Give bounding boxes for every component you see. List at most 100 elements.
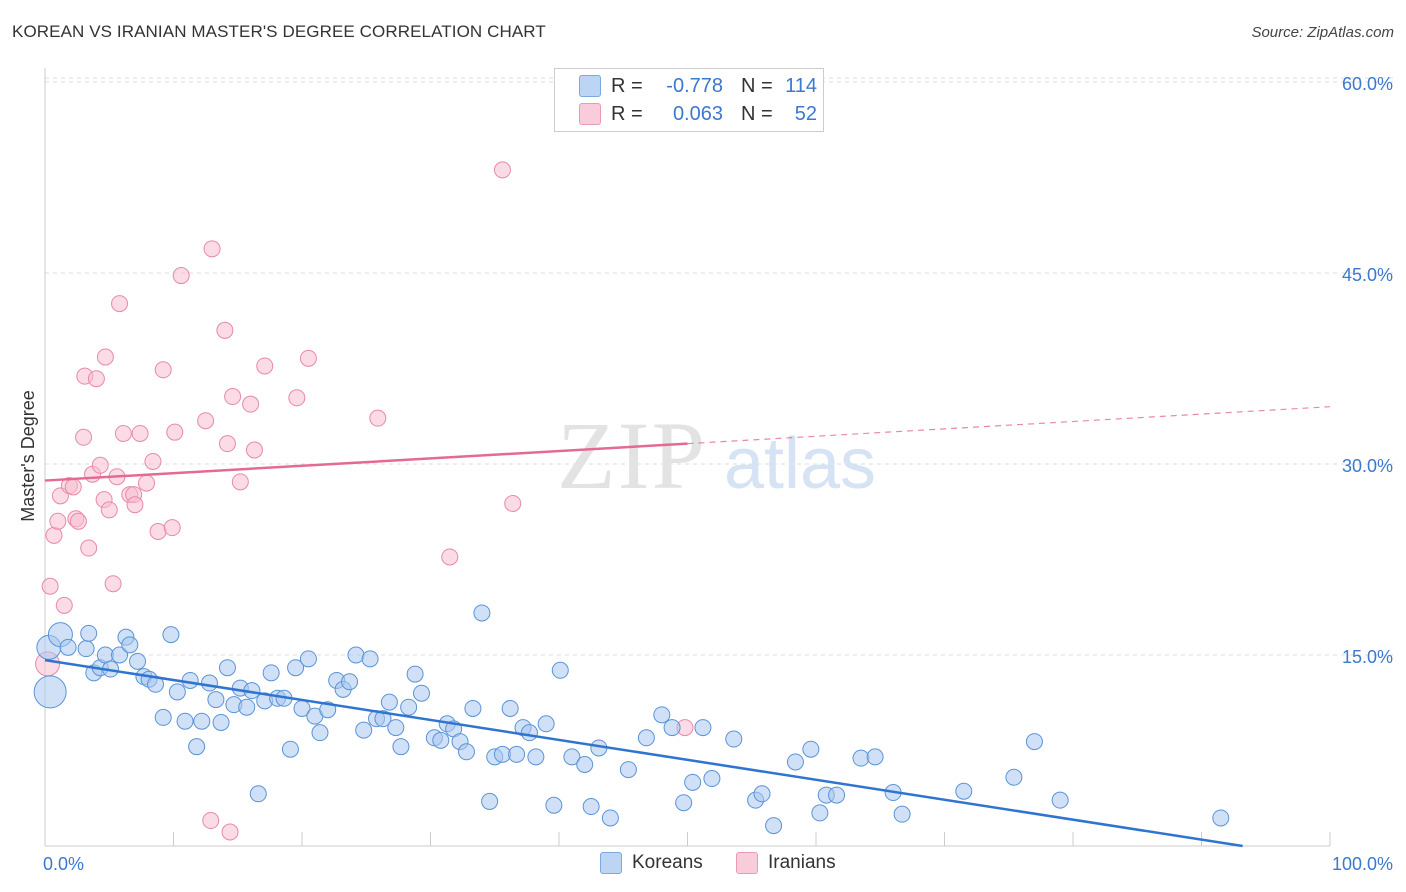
- korean-point: [537, 715, 555, 733]
- legend-item-iranians[interactable]: Iranians: [736, 852, 836, 874]
- korean-point: [527, 748, 545, 766]
- korean-point: [786, 753, 804, 771]
- iranian-point: [126, 496, 144, 514]
- korean-point: [162, 626, 180, 644]
- label-layer: 15.0% 30.0% 45.0% 60.0% 0.0% 100.0% Master's D…: [18, 74, 1393, 874]
- korean-point: [341, 673, 359, 691]
- iranian-point: [131, 424, 149, 442]
- korean-point: [637, 729, 655, 747]
- iranian-point: [154, 361, 172, 379]
- source-label: Source: ZipAtlas.com: [1251, 24, 1394, 41]
- iranian-point: [91, 456, 109, 474]
- korean-point: [576, 756, 594, 774]
- iranians-label: Iranians: [768, 852, 836, 873]
- korean-point: [663, 719, 681, 737]
- korean-point: [694, 719, 712, 737]
- iranian-point: [231, 473, 249, 491]
- legend-n-label: N =: [741, 102, 773, 125]
- iranian-point: [221, 823, 239, 841]
- iranian-point: [80, 539, 98, 557]
- korean-point: [238, 698, 256, 716]
- korean-point: [299, 650, 317, 668]
- watermark-atlas: atlas: [724, 424, 876, 504]
- iranian-point: [138, 474, 156, 492]
- korean-point: [249, 785, 267, 803]
- korean-trend-line: [44, 658, 1243, 848]
- iranian-point: [202, 812, 220, 830]
- korean-point: [154, 708, 172, 726]
- iranian-point: [256, 357, 274, 375]
- korean-point: [1051, 791, 1069, 809]
- iranian-point: [64, 478, 82, 496]
- iranian-point: [45, 526, 63, 544]
- korean-point: [392, 738, 410, 756]
- korean-point: [852, 749, 870, 767]
- chart-title: KOREAN VS IRANIAN MASTER'S DEGREE CORREL…: [12, 22, 546, 41]
- iranian-point: [299, 349, 317, 367]
- y-axis-title: Master's Degree: [18, 390, 38, 521]
- korean-point: [218, 659, 236, 677]
- korean-point: [281, 740, 299, 758]
- iranian-trend-extension: [687, 406, 1331, 445]
- korean-point: [400, 698, 418, 716]
- legend-r-value: -0.778: [666, 74, 723, 97]
- iranian-point: [163, 519, 181, 537]
- korean-point: [481, 792, 499, 810]
- trend-layer: [44, 406, 1331, 848]
- korean-point: [262, 664, 280, 682]
- series-legend: Koreans Iranians: [0, 852, 1406, 878]
- korean-point: [653, 706, 671, 724]
- korean-point: [413, 684, 431, 702]
- legend-item-koreans[interactable]: Koreans: [600, 852, 703, 874]
- korean-point: [473, 604, 491, 622]
- iranian-point: [166, 423, 184, 441]
- iranian-point: [96, 348, 114, 366]
- iranian-point: [288, 389, 306, 407]
- korean-point: [80, 624, 98, 642]
- korean-point: [387, 719, 405, 737]
- korean-point: [893, 805, 911, 823]
- iranian-point: [172, 267, 190, 285]
- korean-point: [725, 730, 743, 748]
- korean-point: [380, 693, 398, 711]
- iranian-point: [100, 501, 118, 519]
- iranian-point: [149, 522, 167, 540]
- korean-point: [675, 794, 693, 812]
- iranians-swatch: [736, 852, 758, 874]
- korean-point: [432, 731, 450, 749]
- legend-n-value: 114: [785, 74, 817, 97]
- axis-layer: [44, 68, 1331, 847]
- correlation-legend: R = -0.778 N = 114 R = 0.063 N = 52: [554, 68, 824, 132]
- legend-swatch-iranians: [579, 103, 601, 125]
- korean-point: [406, 665, 424, 683]
- y-tick-label: 60.0%: [1342, 74, 1393, 94]
- korean-point: [168, 683, 186, 701]
- korean-point: [703, 770, 721, 788]
- korean-point: [33, 675, 67, 709]
- korean-point: [619, 761, 637, 779]
- korean-point: [111, 646, 129, 664]
- korean-point: [77, 640, 95, 658]
- korean-point: [361, 650, 379, 668]
- iranian-point: [242, 395, 260, 413]
- iranian-point: [69, 512, 87, 530]
- korean-point: [212, 713, 230, 731]
- watermark-zip: ZIP: [557, 402, 707, 509]
- x-tick-label-max: 100.0%: [1332, 854, 1393, 874]
- korean-point: [520, 724, 538, 742]
- legend-row-koreans: R = -0.778 N = 114: [579, 73, 817, 99]
- korean-point: [753, 785, 771, 803]
- iranian-point: [49, 512, 67, 530]
- korean-point: [193, 712, 211, 730]
- korean-point: [311, 724, 329, 742]
- iranian-point: [104, 575, 122, 593]
- korean-point: [181, 671, 199, 689]
- korean-point: [200, 674, 218, 692]
- legend-swatch-koreans: [579, 75, 601, 97]
- korean-point: [1025, 733, 1043, 751]
- x-tick-label-min: 0.0%: [43, 854, 84, 874]
- iranian-point: [87, 370, 105, 388]
- iranian-point: [504, 494, 522, 512]
- iranian-trend-line: [44, 442, 688, 482]
- korean-point: [464, 699, 482, 717]
